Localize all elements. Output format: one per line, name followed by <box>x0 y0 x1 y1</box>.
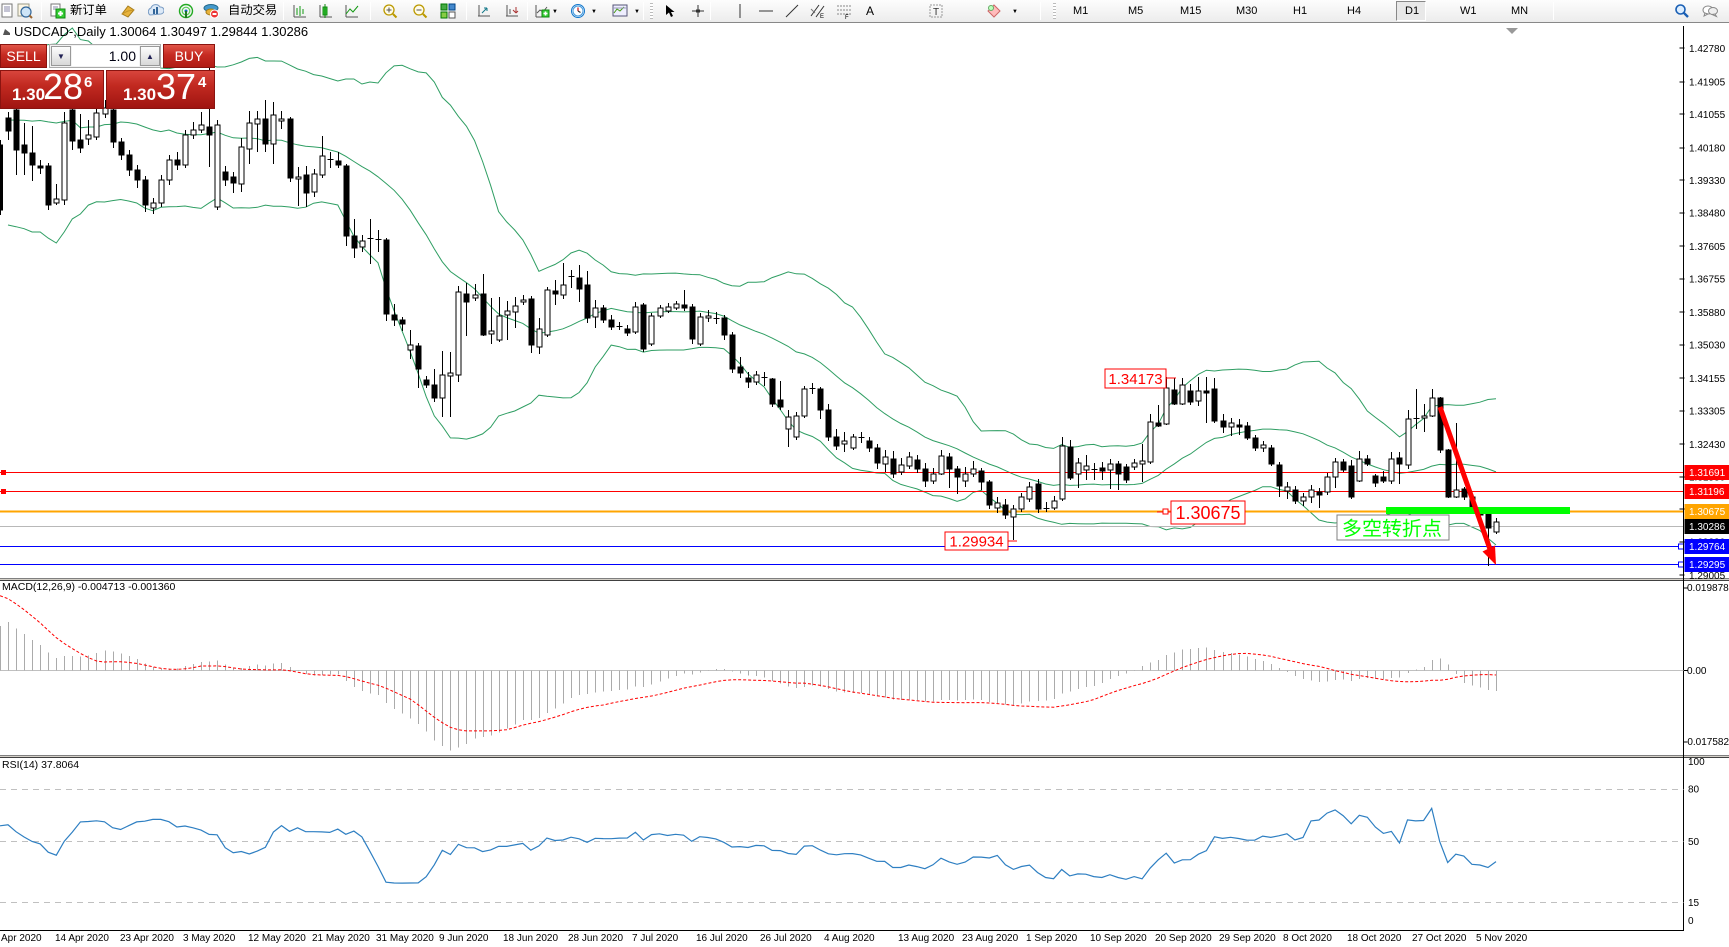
svg-text:23 Apr 2020: 23 Apr 2020 <box>120 933 174 944</box>
svg-text:23 Aug 2020: 23 Aug 2020 <box>962 933 1019 944</box>
svg-text:1.29295: 1.29295 <box>1689 560 1726 571</box>
svg-text:-0.017582: -0.017582 <box>1684 737 1729 748</box>
svg-text:7 Jul 2020: 7 Jul 2020 <box>632 933 679 944</box>
svg-text:80: 80 <box>1688 785 1700 796</box>
svg-text:1.37605: 1.37605 <box>1689 242 1726 253</box>
svg-text:1 Sep 2020: 1 Sep 2020 <box>1026 933 1078 944</box>
svg-text:20 Sep 2020: 20 Sep 2020 <box>1155 933 1212 944</box>
svg-text:31 May 2020: 31 May 2020 <box>376 933 434 944</box>
svg-text:1.31691: 1.31691 <box>1689 468 1726 479</box>
svg-text:4 Aug 2020: 4 Aug 2020 <box>824 933 875 944</box>
svg-text:RSI(14) 37.8064: RSI(14) 37.8064 <box>2 759 79 771</box>
svg-text:12 May 2020: 12 May 2020 <box>248 933 306 944</box>
svg-text:1.35030: 1.35030 <box>1689 340 1726 351</box>
svg-text:1.40180: 1.40180 <box>1689 143 1726 154</box>
svg-text:0.00: 0.00 <box>1687 666 1707 677</box>
svg-text:9 Jun 2020: 9 Jun 2020 <box>439 933 489 944</box>
svg-text:1.34173: 1.34173 <box>1108 371 1162 388</box>
svg-text:USDCAD-,Daily 1.30064 1.30497: USDCAD-,Daily 1.30064 1.30497 1.29844 1.… <box>14 24 308 39</box>
svg-text:29 Sep 2020: 29 Sep 2020 <box>1219 933 1276 944</box>
svg-text:1.30286: 1.30286 <box>1689 522 1726 533</box>
svg-text:16 Jul 2020: 16 Jul 2020 <box>696 933 748 944</box>
svg-text:18 Oct 2020: 18 Oct 2020 <box>1347 933 1402 944</box>
svg-text:28 Jun 2020: 28 Jun 2020 <box>568 933 623 944</box>
svg-text:10 Sep 2020: 10 Sep 2020 <box>1090 933 1147 944</box>
svg-text:1.41905: 1.41905 <box>1689 77 1726 88</box>
svg-text:21 May 2020: 21 May 2020 <box>312 933 370 944</box>
svg-text:1.32430: 1.32430 <box>1689 440 1726 451</box>
svg-text:1.29005: 1.29005 <box>1689 571 1726 582</box>
svg-text:3 May 2020: 3 May 2020 <box>183 933 236 944</box>
svg-text:1.41055: 1.41055 <box>1689 110 1726 121</box>
svg-text:MACD(12,26,9) -0.004713 -0.001: MACD(12,26,9) -0.004713 -0.001360 <box>2 581 176 593</box>
svg-text:Apr 2020: Apr 2020 <box>1 933 42 944</box>
svg-text:14 Apr 2020: 14 Apr 2020 <box>55 933 109 944</box>
svg-text:27 Oct 2020: 27 Oct 2020 <box>1412 933 1467 944</box>
svg-text:1.29934: 1.29934 <box>949 533 1003 550</box>
svg-text:1.30675: 1.30675 <box>1689 507 1726 518</box>
svg-text:0.019878: 0.019878 <box>1687 583 1729 594</box>
svg-text:1.38480: 1.38480 <box>1689 208 1726 219</box>
svg-text:100: 100 <box>1688 757 1705 768</box>
svg-text:13 Aug 2020: 13 Aug 2020 <box>898 933 955 944</box>
svg-text:15: 15 <box>1688 898 1700 909</box>
svg-text:T: T <box>933 7 939 18</box>
svg-text:1.36755: 1.36755 <box>1689 274 1726 285</box>
svg-text:5 Nov 2020: 5 Nov 2020 <box>1476 933 1528 944</box>
svg-text:1.42780: 1.42780 <box>1689 44 1726 55</box>
svg-text:1.29764: 1.29764 <box>1689 542 1726 553</box>
svg-text:1.33305: 1.33305 <box>1689 406 1726 417</box>
svg-text:1.39330: 1.39330 <box>1689 176 1726 187</box>
svg-text:1.35880: 1.35880 <box>1689 308 1726 319</box>
svg-text:26 Jul 2020: 26 Jul 2020 <box>760 933 812 944</box>
svg-text:1.31196: 1.31196 <box>1689 487 1725 498</box>
svg-text:18 Jun 2020: 18 Jun 2020 <box>503 933 558 944</box>
svg-text:E: E <box>820 14 824 19</box>
svg-text:0: 0 <box>1688 916 1694 927</box>
svg-text:1.34155: 1.34155 <box>1689 374 1726 385</box>
svg-text:1.30675: 1.30675 <box>1175 503 1240 523</box>
svg-text:F: F <box>845 15 849 19</box>
svg-text:50: 50 <box>1688 837 1700 848</box>
svg-text:8 Oct 2020: 8 Oct 2020 <box>1283 933 1332 944</box>
